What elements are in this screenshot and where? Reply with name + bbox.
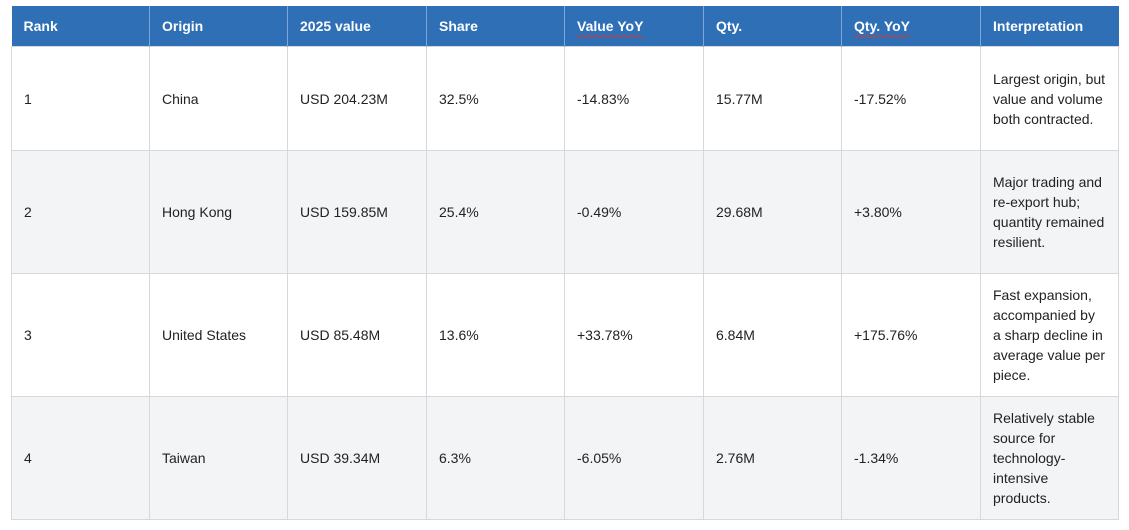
cell-rank: 2 xyxy=(11,150,150,274)
header-qty-yoy-label: Qty. YoY xyxy=(854,18,911,34)
header-2025-value: 2025 value xyxy=(287,6,427,47)
table-row: 2 Hong Kong USD 159.85M 25.4% -0.49% 29.… xyxy=(11,150,1119,274)
cell-interpretation: Fast expansion, accompanied by a sharp d… xyxy=(980,273,1119,397)
cell-interpretation: Major trading and re-export hub; quantit… xyxy=(980,150,1119,274)
cell-value-yoy: -6.05% xyxy=(564,396,704,520)
cell-share: 25.4% xyxy=(426,150,565,274)
cell-value-yoy: -0.49% xyxy=(564,150,704,274)
header-rank: Rank xyxy=(11,6,150,47)
cell-2025-value: USD 159.85M xyxy=(287,150,427,274)
header-row: Rank Origin 2025 value Share Value YoY Q… xyxy=(11,6,1119,47)
cell-2025-value: USD 85.48M xyxy=(287,273,427,397)
cell-origin: Taiwan xyxy=(149,396,288,520)
table-header: Rank Origin 2025 value Share Value YoY Q… xyxy=(11,6,1119,47)
cell-qty: 15.77M xyxy=(703,46,842,151)
header-share: Share xyxy=(426,6,565,47)
table-row: 1 China USD 204.23M 32.5% -14.83% 15.77M… xyxy=(11,46,1119,151)
cell-value-yoy: +33.78% xyxy=(564,273,704,397)
cell-rank: 3 xyxy=(11,273,150,397)
cell-rank: 4 xyxy=(11,396,150,520)
table-row: 4 Taiwan USD 39.34M 6.3% -6.05% 2.76M -1… xyxy=(11,396,1119,520)
cell-origin: United States xyxy=(149,273,288,397)
cell-2025-value: USD 204.23M xyxy=(287,46,427,151)
cell-qty-yoy: -17.52% xyxy=(841,46,981,151)
cell-qty: 29.68M xyxy=(703,150,842,274)
table-body: 1 China USD 204.23M 32.5% -14.83% 15.77M… xyxy=(11,46,1119,520)
cell-qty-yoy: +3.80% xyxy=(841,150,981,274)
cell-qty: 2.76M xyxy=(703,396,842,520)
cell-qty: 6.84M xyxy=(703,273,842,397)
header-origin: Origin xyxy=(149,6,288,47)
cell-share: 13.6% xyxy=(426,273,565,397)
origin-ranking-table-container: Rank Origin 2025 value Share Value YoY Q… xyxy=(11,6,1119,520)
header-qty: Qty. xyxy=(703,6,842,47)
cell-share: 32.5% xyxy=(426,46,565,151)
header-interpretation: Interpretation xyxy=(980,6,1119,47)
cell-interpretation: Largest origin, but value and volume bot… xyxy=(980,46,1119,151)
header-qty-yoy: Qty. YoY xyxy=(841,6,981,47)
cell-2025-value: USD 39.34M xyxy=(287,396,427,520)
cell-rank: 1 xyxy=(11,46,150,151)
cell-qty-yoy: -1.34% xyxy=(841,396,981,520)
origin-ranking-table: Rank Origin 2025 value Share Value YoY Q… xyxy=(11,6,1119,520)
cell-origin: Hong Kong xyxy=(149,150,288,274)
cell-value-yoy: -14.83% xyxy=(564,46,704,151)
cell-interpretation: Relatively stable source for technology-… xyxy=(980,396,1119,520)
header-value-yoy: Value YoY xyxy=(564,6,704,47)
header-value-yoy-label: Value YoY xyxy=(577,18,644,34)
cell-origin: China xyxy=(149,46,288,151)
cell-qty-yoy: +175.76% xyxy=(841,273,981,397)
table-row: 3 United States USD 85.48M 13.6% +33.78%… xyxy=(11,273,1119,397)
cell-share: 6.3% xyxy=(426,396,565,520)
